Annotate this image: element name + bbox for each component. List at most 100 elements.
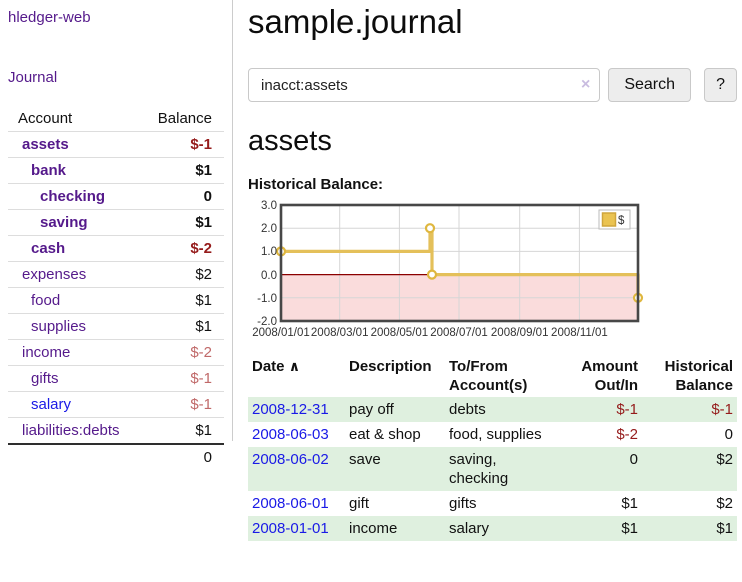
register-row: 2008-06-02 save saving, checking 0 $2 (248, 447, 737, 491)
transaction-balance: $2 (716, 495, 733, 512)
account-balance: $-2 (190, 240, 212, 257)
account-heading: assets (248, 125, 332, 157)
account-link-food[interactable]: food (31, 292, 61, 309)
register-row: 2008-06-03 eat & shop food, supplies $-2… (248, 422, 737, 447)
transaction-balance: $1 (716, 520, 733, 537)
account-row-food: food $1 (8, 287, 224, 314)
account-balance: $1 (195, 318, 212, 335)
accounts-total-balance: 0 (203, 449, 212, 466)
transaction-balance: 0 (724, 426, 733, 443)
transaction-description: income (349, 520, 398, 537)
account-row-supplies: supplies $1 (8, 313, 224, 340)
accounts-header-row: Account Balance (8, 107, 224, 132)
register-table: Date ∧ Description To/From Account(s) Am… (248, 355, 737, 541)
svg-text:1.0: 1.0 (261, 246, 277, 258)
legend-swatch (601, 212, 617, 227)
account-row-liabilities-debts: liabilities:debts $1 (8, 417, 224, 445)
search-button[interactable]: Search (608, 68, 692, 102)
chart-title: Historical Balance: (248, 176, 384, 193)
account-balance: $-2 (190, 344, 212, 361)
account-row-salary: salary $-1 (8, 391, 224, 418)
svg-text:3.0: 3.0 (261, 200, 277, 212)
account-balance: $1 (195, 292, 212, 309)
chart-legend: $ (598, 209, 631, 230)
transaction-balance: $2 (716, 451, 733, 468)
transaction-amount: $1 (621, 495, 638, 512)
account-balance: $1 (195, 422, 212, 439)
sidebar-item-journal[interactable]: Journal (8, 69, 58, 86)
chart-svg: $ 3.0 2.0 1.0 0.0 -1.0 -2.0 2008/01/01 2… (252, 200, 644, 339)
transaction-accounts: debts (449, 401, 486, 418)
register-header-row: Date ∧ Description To/From Account(s) Am… (248, 355, 737, 397)
sidebar: hledger-web Journal Account Balance asse… (0, 0, 233, 466)
transaction-date-link[interactable]: 2008-06-03 (252, 426, 329, 443)
app-brand-link[interactable]: hledger-web (8, 9, 91, 26)
account-link-assets[interactable]: assets (22, 136, 69, 153)
svg-text:2008/05/01: 2008/05/01 (371, 327, 429, 339)
y-axis-labels: 3.0 2.0 1.0 0.0 -1.0 -2.0 (257, 200, 277, 328)
register-row: 2008-06-01 gift gifts $1 $2 (248, 491, 737, 516)
sort-ascending-icon: ∧ (288, 358, 301, 374)
search-input[interactable] (248, 68, 601, 102)
account-link-checking[interactable]: checking (40, 188, 106, 205)
transaction-description: save (349, 451, 381, 468)
transaction-description: eat & shop (349, 426, 421, 443)
account-balance: $-1 (190, 370, 212, 387)
accounts-header-account: Account (18, 110, 73, 127)
register-header-description: Description (349, 358, 432, 375)
account-balance: $1 (195, 162, 212, 179)
transaction-date-link[interactable]: 2008-12-31 (252, 401, 329, 418)
transaction-accounts: food, supplies (449, 426, 542, 443)
account-link-liabilities-debts[interactable]: liabilities:debts (22, 422, 120, 439)
svg-text:-1.0: -1.0 (257, 293, 277, 305)
account-link-income[interactable]: income (22, 344, 71, 361)
transaction-description: pay off (349, 401, 394, 418)
account-link-bank[interactable]: bank (31, 162, 67, 179)
account-balance: 0 (203, 188, 212, 205)
accounts-header-balance: Balance (157, 110, 212, 127)
account-balance: $1 (195, 214, 212, 231)
account-row-bank: bank $1 (8, 157, 224, 184)
search-input-wrap: × (248, 68, 601, 102)
account-link-salary[interactable]: salary (31, 396, 72, 413)
svg-text:-2.0: -2.0 (257, 316, 277, 328)
historical-balance-chart: $ 3.0 2.0 1.0 0.0 -1.0 -2.0 2008/01/01 2… (248, 200, 737, 343)
account-link-gifts[interactable]: gifts (31, 370, 59, 387)
account-link-supplies[interactable]: supplies (31, 318, 87, 335)
transaction-date-link[interactable]: 2008-01-01 (252, 520, 329, 537)
account-row-gifts: gifts $-1 (8, 365, 224, 392)
account-balance: $2 (195, 266, 212, 283)
register-header-amount: Amount Out/In (581, 358, 638, 394)
svg-text:2008/09/01: 2008/09/01 (491, 327, 549, 339)
account-link-expenses[interactable]: expenses (22, 266, 87, 283)
transaction-amount: $-1 (616, 401, 638, 418)
help-button[interactable]: ? (704, 68, 737, 102)
svg-text:2008/03/01: 2008/03/01 (311, 327, 369, 339)
account-link-saving[interactable]: saving (40, 214, 88, 231)
account-link-cash[interactable]: cash (31, 240, 66, 257)
plot-border (279, 203, 640, 323)
accounts-total-row: 0 (8, 444, 224, 470)
x-axis-labels: 2008/01/01 2008/03/01 2008/05/01 2008/07… (252, 327, 608, 339)
svg-text:2.0: 2.0 (261, 223, 277, 235)
accounts-table: Account Balance assets $-1 bank $1 check… (8, 107, 224, 470)
register-header-accounts: To/From Account(s) (449, 358, 528, 394)
legend-label: $ (618, 215, 625, 227)
transaction-date-link[interactable]: 2008-06-01 (252, 495, 329, 512)
register-header-balance: Historical Balance (664, 358, 733, 394)
transaction-amount: $1 (621, 520, 638, 537)
transaction-description: gift (349, 495, 370, 512)
register-header-date[interactable]: Date ∧ (248, 355, 345, 397)
clear-search-icon[interactable]: × (580, 76, 591, 93)
transaction-amount: $-2 (616, 426, 638, 443)
account-row-income: income $-2 (8, 339, 224, 366)
transaction-accounts: salary (449, 520, 490, 537)
transaction-date-link[interactable]: 2008-06-02 (252, 451, 329, 468)
svg-text:2008/11/01: 2008/11/01 (551, 327, 608, 339)
register-row: 2008-12-31 pay off debts $-1 $-1 (248, 397, 737, 422)
account-row-assets: assets $-1 (8, 131, 224, 158)
account-row-saving: saving $1 (8, 209, 224, 236)
date-header-label: Date (252, 358, 285, 375)
account-row-checking: checking 0 (8, 183, 224, 210)
transaction-balance: $-1 (711, 401, 733, 418)
